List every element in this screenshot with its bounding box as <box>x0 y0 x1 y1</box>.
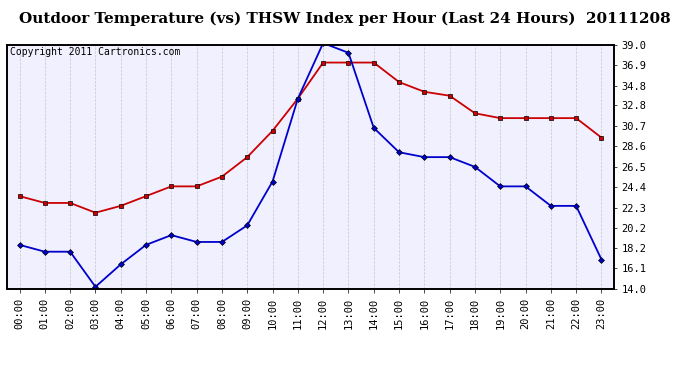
Text: Copyright 2011 Cartronics.com: Copyright 2011 Cartronics.com <box>10 48 180 57</box>
Text: Outdoor Temperature (vs) THSW Index per Hour (Last 24 Hours)  20111208: Outdoor Temperature (vs) THSW Index per … <box>19 11 671 26</box>
